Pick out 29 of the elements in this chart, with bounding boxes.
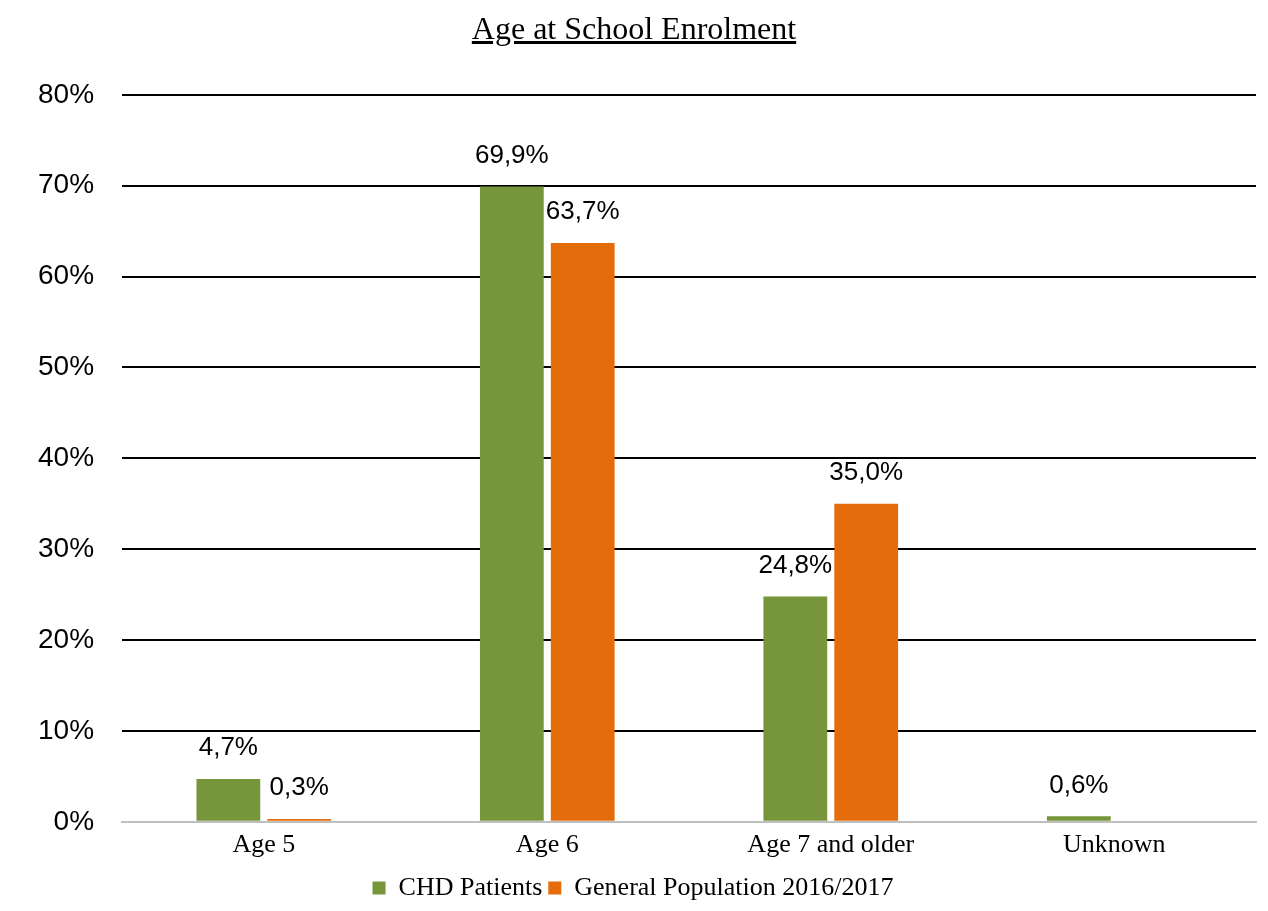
y-tick-label: 30% [37,531,95,563]
y-tick-label: 50% [37,350,95,382]
y-tick-label: 80% [37,77,95,109]
data-label: 4,7% [198,731,258,762]
bar [196,779,261,821]
x-tick-label: Age 7 and older [747,829,915,859]
y-tick-label: 60% [37,259,95,291]
bar [834,503,899,821]
data-label: 63,7% [545,195,620,226]
bar [763,596,828,821]
x-tick-label: Unknown [1062,829,1166,859]
bar [1046,816,1111,821]
y-tick-label: 20% [37,622,95,654]
data-label: 0,3% [269,771,329,802]
x-tick-label: Age 5 [232,829,296,859]
bar [550,242,615,821]
y-tick-label: 0% [53,804,95,836]
y-tick-label: 70% [37,168,95,200]
data-label: 69,9% [474,138,549,169]
bar [479,186,544,821]
data-label: 0,6% [1049,768,1109,799]
data-label: 24,8% [758,548,833,579]
y-tick-label: 10% [37,713,95,745]
chart-title: Age at School Enrolment [470,9,798,48]
legend-label: CHD Patients [398,871,543,901]
x-tick-label: Age 6 [515,829,579,859]
y-tick-label: 40% [37,441,95,473]
legend-label: General Population 2016/2017 [574,871,894,901]
data-label: 35,0% [829,455,904,486]
